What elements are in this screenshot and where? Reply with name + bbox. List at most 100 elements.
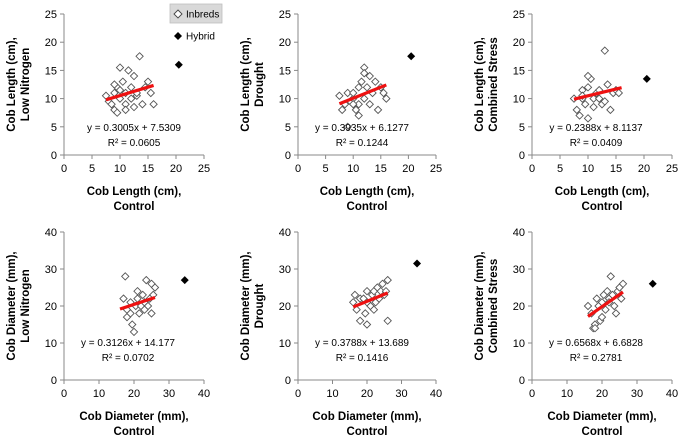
inbred-point xyxy=(124,66,133,75)
y-axis-label: Combined Stress xyxy=(488,259,500,354)
y-axis-label: Drought xyxy=(254,62,266,107)
inbred-point xyxy=(129,102,139,112)
chart-bottom-center: 0 10 20 30 40 0 10 20 30 40 Cob Diameter (mm), Cont… xyxy=(240,227,442,436)
y-tick-label: 10 xyxy=(513,94,525,106)
hybrid-point xyxy=(174,60,183,69)
inbred-point xyxy=(133,286,142,296)
inbred-point xyxy=(360,68,369,78)
inbred-point xyxy=(126,309,135,318)
y-axis-label: Low Nitrogen xyxy=(20,269,32,342)
y-tick-label: 5 xyxy=(285,122,291,134)
x-tick-label: 30 xyxy=(395,388,407,400)
inbred-point xyxy=(343,122,352,132)
y-axis-label: Drought xyxy=(254,283,266,328)
inbred-point xyxy=(583,301,593,311)
inbred-point xyxy=(351,105,361,115)
trendline xyxy=(587,290,624,318)
trend-equation: y = 0.2388x + 8.1137 xyxy=(549,123,643,134)
inbred-point xyxy=(354,100,363,109)
inbred-point xyxy=(590,323,600,333)
y-tick-label: 25 xyxy=(513,9,525,21)
y-axis-label: Cob Diameter (mm), xyxy=(240,251,252,360)
trend-equation: y = 0.6568x + 6.6828 xyxy=(549,338,643,349)
inbred-point xyxy=(355,316,365,326)
r-squared: R² = 0.1244 xyxy=(336,138,389,149)
legend-entry-label: Hybrid xyxy=(186,32,215,43)
trend-equation: y = 0.3935x + 6.1277 xyxy=(315,123,409,134)
y-tick-label: 20 xyxy=(513,301,525,313)
y-tick-label: 10 xyxy=(279,338,291,350)
y-tick-label: 40 xyxy=(45,227,57,239)
inbred-point xyxy=(115,85,125,95)
inbred-point xyxy=(589,102,598,112)
x-tick-label: 0 xyxy=(295,163,301,175)
inbred-point xyxy=(583,114,593,123)
y-tick-label: 0 xyxy=(51,375,57,387)
x-tick-label: 5 xyxy=(89,163,95,175)
inbred-point xyxy=(121,272,130,281)
inbred-point xyxy=(149,100,158,109)
inbred-point xyxy=(575,111,584,120)
trend-equation: y = 0.3126x + 14.177 xyxy=(81,338,175,349)
hybrid-point xyxy=(648,279,657,288)
x-tick-label: 25 xyxy=(198,163,210,175)
r-squared: R² = 0.0605 xyxy=(108,138,161,149)
inbred-point xyxy=(382,94,391,103)
trendline xyxy=(352,291,389,309)
y-tick-label: 30 xyxy=(513,264,525,276)
x-axis-label: Control xyxy=(347,426,388,436)
inbred-point xyxy=(337,105,347,115)
x-tick-label: 5 xyxy=(557,163,563,175)
inbred-point xyxy=(603,80,612,89)
inbred-point xyxy=(580,100,590,109)
inbred-point xyxy=(115,63,125,72)
y-tick-label: 40 xyxy=(513,227,525,239)
inbred-point xyxy=(348,100,358,109)
inbred-point xyxy=(352,305,361,314)
inbred-point xyxy=(611,309,621,318)
inbred-point xyxy=(121,105,130,115)
y-tick-label: 5 xyxy=(519,122,525,134)
inbred-point xyxy=(110,80,119,89)
inbred-point xyxy=(610,301,619,311)
y-axis-label: Cob Diameter (mm), xyxy=(474,251,486,360)
inbred-point xyxy=(383,275,392,285)
inbred-point xyxy=(129,327,139,337)
x-tick-label: 0 xyxy=(529,388,535,400)
inbred-point xyxy=(350,290,360,300)
inbred-point xyxy=(150,283,160,292)
x-axis-label: Control xyxy=(347,201,388,213)
y-axis-label: Low Nitrogen xyxy=(20,48,32,121)
x-tick-label: 20 xyxy=(128,388,140,400)
inbred-point xyxy=(343,88,352,98)
x-axis-label: Control xyxy=(582,426,623,436)
inbred-point xyxy=(378,279,387,289)
hybrid-point xyxy=(413,259,422,268)
x-axis-label: Cob Diameter (mm), xyxy=(547,411,656,423)
x-tick-label: 10 xyxy=(582,163,594,175)
r-squared: R² = 0.0409 xyxy=(570,138,623,149)
legend-inbred-marker xyxy=(173,9,183,19)
x-tick-label: 25 xyxy=(666,163,678,175)
y-tick-label: 25 xyxy=(45,9,57,21)
x-tick-label: 15 xyxy=(142,163,154,175)
trendline xyxy=(105,83,155,102)
inbred-point xyxy=(135,52,144,61)
inbred-point xyxy=(128,320,137,329)
y-tick-label: 0 xyxy=(285,150,291,162)
inbred-point xyxy=(369,305,379,314)
y-axis-label: Cob Length (cm), xyxy=(6,37,18,132)
x-tick-label: 20 xyxy=(361,388,373,400)
inbred-point xyxy=(146,88,156,98)
inbred-point xyxy=(354,83,363,92)
inbred-point xyxy=(138,290,147,300)
inbred-point xyxy=(583,71,593,81)
legend-entry-label: Inbreds xyxy=(186,10,219,21)
trend-equation: y = 0.3788x + 13.689 xyxy=(315,338,409,349)
inbred-point xyxy=(606,272,615,281)
x-tick-label: 10 xyxy=(347,163,359,175)
x-tick-label: 0 xyxy=(61,163,67,175)
r-squared: R² = 0.2781 xyxy=(570,353,623,364)
trendline xyxy=(338,83,387,106)
